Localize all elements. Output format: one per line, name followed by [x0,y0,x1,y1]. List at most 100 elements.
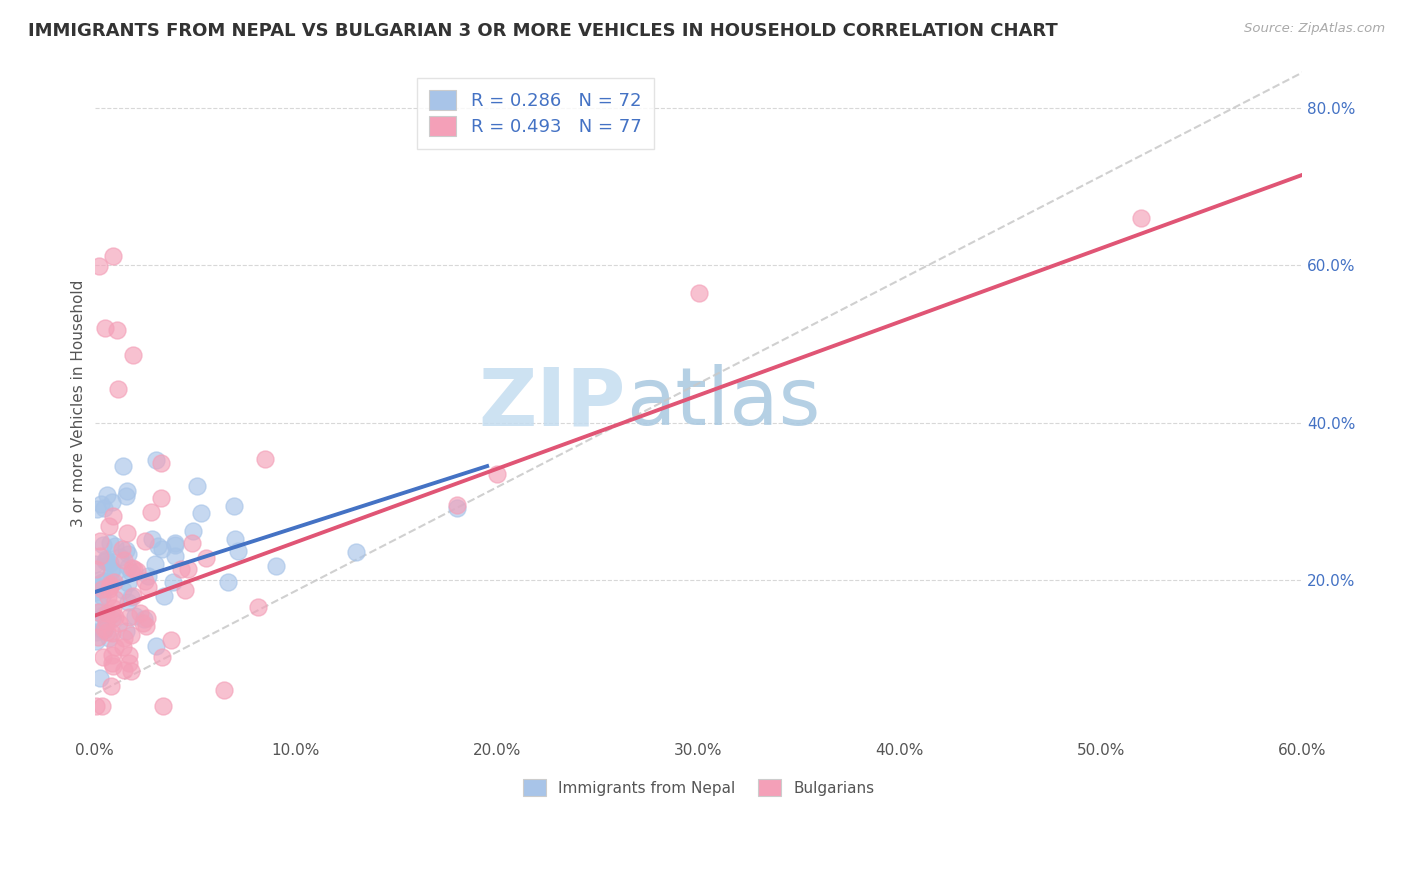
Point [84,625,107,640]
Point [100,563,122,577]
Point [153,589,176,603]
Point [120,590,142,604]
Point [163,549,186,563]
Point [87,630,110,644]
Point [101,612,124,626]
Point [115,484,138,499]
Point [120,664,142,678]
Point [93,501,115,516]
Point [688,286,710,301]
Point [222,499,245,513]
Point [101,607,124,622]
Point [112,553,135,567]
Point [170,562,193,576]
Point [190,506,212,520]
Point [143,558,166,572]
Point [104,640,127,654]
Point [94,553,117,567]
Point [117,595,139,609]
Point [226,544,249,558]
Point [186,479,208,493]
Point [122,589,145,603]
Point [150,491,173,505]
Point [150,650,173,665]
Point [87,605,110,619]
Point [181,536,204,550]
Point [84,582,107,596]
Point [135,618,157,632]
Point [139,505,162,519]
Point [162,574,184,589]
Point [121,561,143,575]
Point [93,623,115,637]
Point [84,633,107,648]
Text: Source: ZipAtlas.com: Source: ZipAtlas.com [1244,22,1385,36]
Point [107,323,129,337]
Point [224,532,246,546]
Point [120,565,142,579]
Point [486,467,509,482]
Point [112,631,135,645]
Point [100,648,122,662]
Point [181,524,204,538]
Point [101,601,124,615]
Point [98,577,121,591]
Point [117,575,139,590]
Point [132,616,155,631]
Point [94,615,117,630]
Point [96,488,118,502]
Point [246,599,269,614]
Point [97,590,120,604]
Point [134,534,156,549]
Point [93,622,115,636]
Point [89,549,111,563]
Point [114,489,136,503]
Point [96,551,118,566]
Point [98,631,121,645]
Point [103,508,125,523]
Point [145,639,167,653]
Point [89,533,111,548]
Point [114,543,136,558]
Point [84,699,107,714]
Point [117,547,139,561]
Point [104,539,127,553]
Point [104,609,127,624]
Point [108,550,131,565]
Point [90,623,112,637]
Point [118,656,141,670]
Point [108,616,131,631]
Point [112,582,135,597]
Point [124,608,146,623]
Point [83,557,105,571]
Point [125,564,148,578]
Point [110,541,132,556]
Point [446,498,468,512]
Point [91,538,114,552]
Point [103,249,125,263]
Point [98,519,121,533]
Point [174,582,197,597]
Point [103,574,125,589]
Point [96,607,118,621]
Point [100,563,122,577]
Point [117,560,139,574]
Point [136,580,159,594]
Point [129,607,152,621]
Point [160,632,183,647]
Point [120,628,142,642]
Point [446,500,468,515]
Point [163,538,186,552]
Point [177,562,200,576]
Point [89,598,111,612]
Point [212,683,235,698]
Point [150,541,173,556]
Point [111,640,134,654]
Y-axis label: 3 or more Vehicles in Household: 3 or more Vehicles in Household [72,279,86,527]
Point [98,536,121,550]
Point [83,578,105,592]
Point [115,624,138,639]
Point [195,551,218,566]
Point [118,610,141,624]
Point [344,544,367,558]
